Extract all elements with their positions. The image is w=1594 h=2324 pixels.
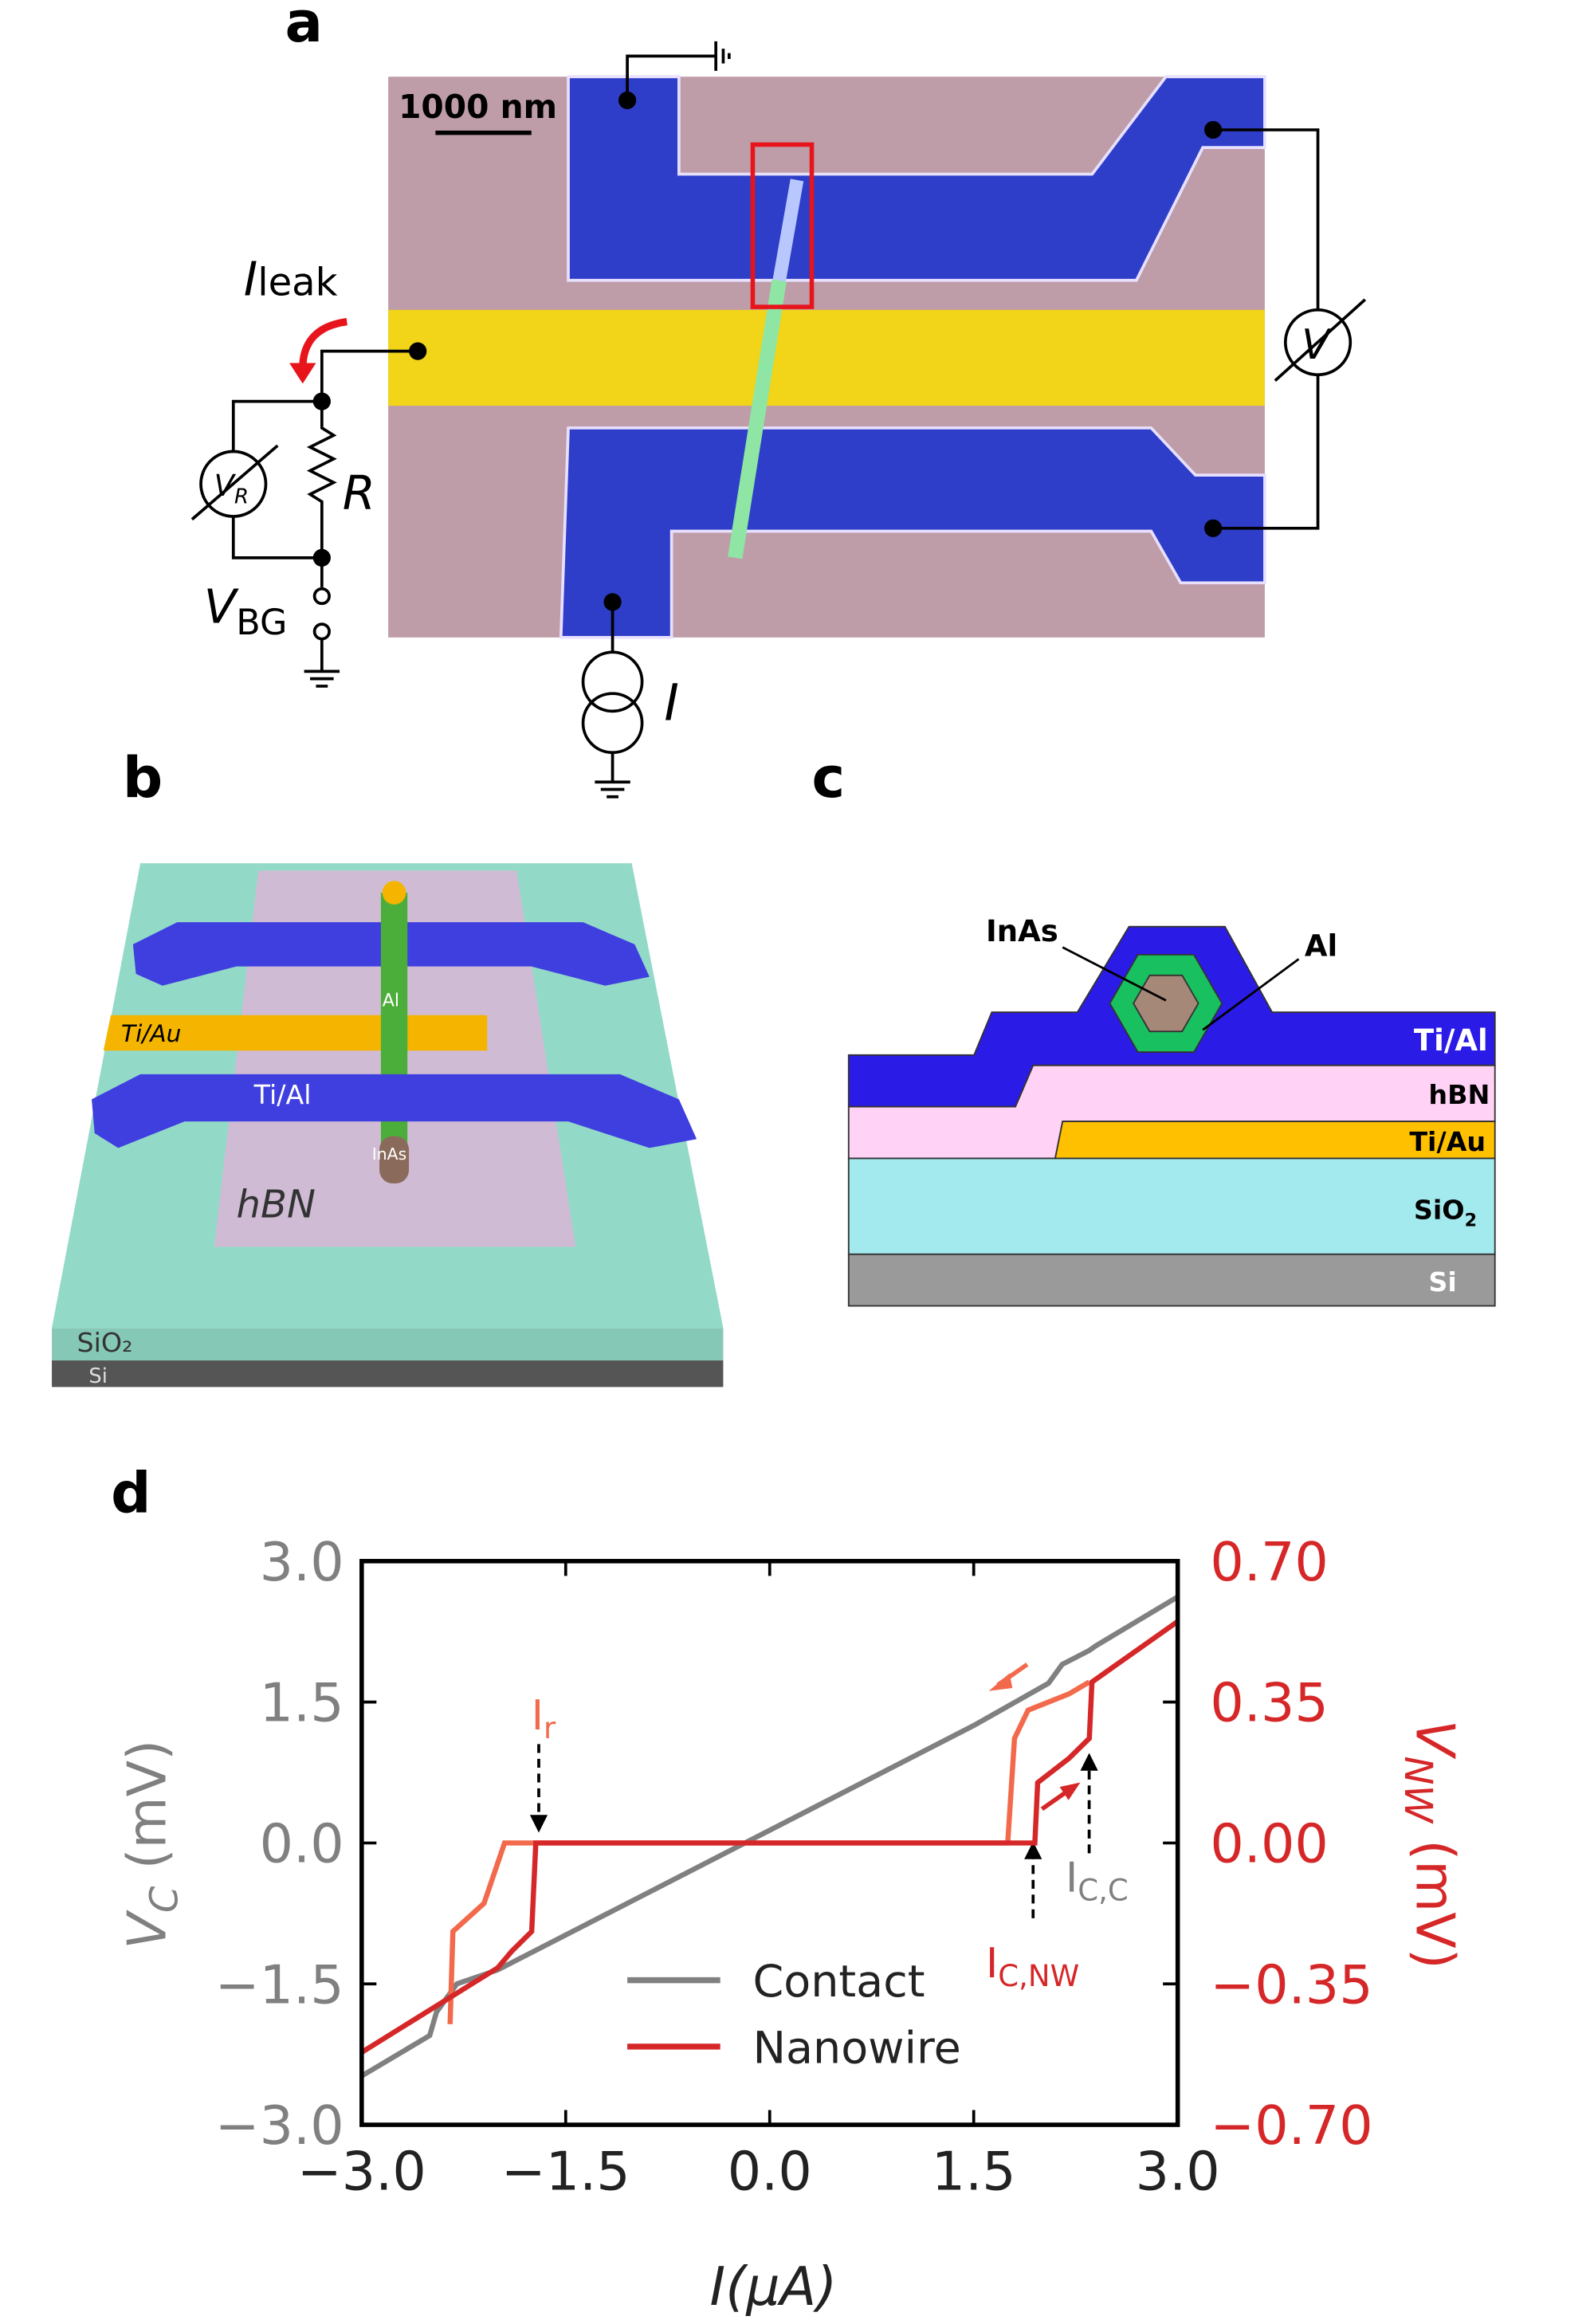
x-axis-label: I(μA) [710, 2255, 838, 2318]
gate-voltage-label: VBG [204, 579, 288, 643]
panel-b: b Ti/Au Al Ti/Al InAs hBN SiO₂ Si [52, 745, 724, 1388]
gate-label: Ti/Au [1409, 1126, 1486, 1157]
x-tick-label: −3.0 [297, 2141, 426, 2203]
contact-dot [618, 91, 637, 110]
substrate-label: Si [1428, 1266, 1456, 1297]
highlight-box [750, 142, 815, 309]
meter-arrow [190, 444, 279, 521]
substrate-front [52, 1360, 724, 1388]
contact-dot [1203, 120, 1223, 139]
annotation: IC,C [1066, 1855, 1129, 1908]
x-tick-label: −1.5 [501, 2141, 630, 2203]
x-tick-label: 0.0 [728, 2141, 812, 2203]
y-tick-label: −1.5 [215, 1953, 344, 2016]
y-tick-label: 0.0 [260, 1813, 344, 1875]
contact-dot [603, 593, 622, 611]
electrode-bottom [559, 426, 1266, 639]
oxide-label: SiO2 [1414, 1194, 1477, 1231]
node-dot [312, 548, 331, 567]
nanowire [728, 279, 787, 559]
current-source [581, 650, 644, 713]
resistor-label: R [343, 465, 375, 520]
y2-tick-label: 0.35 [1210, 1672, 1328, 1734]
x-tick-label: 3.0 [1136, 2141, 1220, 2203]
source-label: I [664, 673, 679, 732]
data-line [360, 1594, 1180, 2079]
gate [1054, 1121, 1496, 1160]
substrate-label: Si [88, 1364, 108, 1388]
legend-label: Contact [752, 1956, 925, 2008]
hbn-label: hBN [1428, 1079, 1490, 1110]
gate-label: Ti/Au [121, 1020, 181, 1047]
electrode-top [567, 75, 1266, 282]
annotation: IC,NW [986, 1940, 1079, 1993]
pointer [1202, 958, 1300, 1031]
panel-label: b [123, 745, 163, 811]
core-label: InAs [986, 914, 1058, 948]
meter-arrow [1274, 298, 1367, 383]
hbn-label: hBN [236, 1182, 316, 1227]
y2-tick-label: 0.70 [1210, 1531, 1328, 1593]
shell-label: Al [1305, 929, 1337, 964]
nanowire-tip [382, 881, 406, 905]
contact-label: Ti/Al [253, 1079, 312, 1110]
contact-label: Ti/Al [1414, 1023, 1488, 1058]
y-tick-label: −3.0 [215, 2094, 344, 2157]
meter-label: VR [214, 469, 249, 508]
y2-tick-label: 0.00 [1210, 1813, 1328, 1875]
y-axis-label: VC (mV) [116, 1740, 187, 1949]
leak-label: Ileak [244, 251, 338, 306]
leak-arrow [299, 318, 348, 370]
y2-tick-label: −0.70 [1210, 2094, 1372, 2157]
nanowire-core [379, 1136, 410, 1184]
contact-bottom [92, 1074, 697, 1148]
x-tick-label: 1.5 [932, 2141, 1016, 2203]
nanowire [380, 893, 408, 1166]
wire [231, 349, 418, 587]
y2-axis-label: VNW (mV) [1396, 1720, 1466, 1969]
substrate [847, 1253, 1496, 1307]
data-line [360, 1619, 1180, 2055]
panel-label: d [111, 1461, 151, 1526]
sweep-arrow-head [1059, 1782, 1081, 1800]
y2-tick-label: −0.35 [1210, 1953, 1372, 2016]
y-tick-label: 3.0 [260, 1531, 344, 1593]
panel-c: c InAs Al Ti/Al hBN Ti/Au SiO2 Si [812, 745, 1496, 1307]
meter [199, 449, 268, 518]
y-tick-label: 1.5 [260, 1672, 344, 1734]
oxide [847, 1157, 1496, 1255]
leak-arrow-head [289, 363, 316, 384]
current-source [581, 692, 644, 755]
terminal [312, 587, 331, 606]
scale-bar-label: 1000 nm [398, 88, 557, 126]
wire [626, 41, 731, 100]
meter-label: V [1302, 321, 1333, 369]
contact-dot [409, 342, 427, 360]
terminal [312, 622, 331, 641]
pointer [1062, 946, 1167, 1002]
panel-d: d I(μA) VC (mV) VNW (mV) Ir IC,C IC,NW −… [111, 1461, 1466, 2318]
annotation-arrow [537, 1744, 1091, 1918]
panel-a: a 1000 nm Ileak VR R VBG V I [190, 0, 1367, 799]
wire [1213, 128, 1320, 530]
shell-label: Al [383, 991, 399, 1011]
legend-label: Nanowire [752, 2022, 960, 2074]
oxide-label: SiO₂ [77, 1327, 133, 1358]
wire [595, 602, 630, 799]
annotation: Ir [532, 1692, 556, 1745]
contact-dot [1203, 519, 1223, 537]
meter [1283, 308, 1353, 377]
sweep-arrow-head [988, 1673, 1013, 1691]
ground [304, 638, 340, 688]
core [1133, 974, 1199, 1033]
panel-label: a [285, 0, 323, 55]
oxide-front [52, 1328, 724, 1361]
node-dot [312, 392, 331, 410]
panel-label: c [812, 745, 846, 811]
nanowire-al [772, 179, 804, 282]
gate [388, 309, 1265, 406]
core-label: InAs [372, 1144, 406, 1164]
